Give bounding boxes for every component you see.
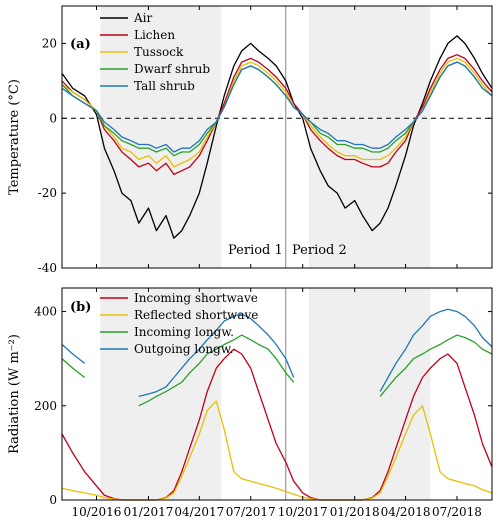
panel-tag-a: (a) — [70, 37, 91, 52]
x-tick-label: 01/2018 — [330, 505, 380, 519]
x-tick-label: 04/2018 — [381, 505, 431, 519]
panel-b: Incoming shortwave Reflected shortwave Inc… — [7, 6, 493, 519]
y-tick-label: -20 — [38, 186, 57, 200]
panel-a: Air Lichen Tussock Dwarf shrub Tall shrub -4… — [7, 5, 493, 275]
x-ticks-b: 10/2016 01/2017 04/2017 07/2017 10/2017 01/20… — [72, 6, 482, 519]
series-line-outgoing-longw — [61, 308, 493, 398]
x-tick-label: 01/2017 — [124, 505, 174, 519]
y-tick-label: 0 — [49, 111, 57, 125]
series-a — [61, 35, 493, 239]
y-tick-label: 400 — [34, 305, 57, 319]
x-tick-label: 10/2016 — [72, 505, 122, 519]
period-1-label: Period 1 — [228, 243, 283, 258]
legend-label-reflected-shortwave: Reflected shortwave — [134, 308, 258, 322]
series-line-air — [61, 35, 493, 239]
y-tick-label: 200 — [34, 399, 57, 413]
x-tick-label: 10/2017 — [278, 505, 328, 519]
y-ticks-b: 0 200 400 — [34, 305, 492, 507]
panel-tag-b: (b) — [70, 300, 91, 315]
series-line-incoming-longw — [61, 334, 493, 407]
legend-b: Incoming shortwave Reflected shortwave Inc… — [100, 291, 258, 356]
y-tick-label: 20 — [42, 36, 57, 50]
x-tick-label: 04/2017 — [174, 505, 224, 519]
period-2-label: Period 2 — [292, 243, 347, 258]
legend-label-lichen: Lichen — [134, 28, 175, 42]
y-axis-label-b: Radiation (W m⁻²) — [7, 334, 22, 454]
legend-label-air: Air — [133, 11, 153, 25]
series-line-lichen — [61, 54, 493, 176]
y-tick-label: 0 — [49, 493, 57, 507]
legend-a: Air Lichen Tussock Dwarf shrub Tall shrub — [100, 11, 210, 93]
shaded-periods-b — [100, 288, 431, 500]
legend-label-outgoing-longw: Outgoing longw. — [134, 342, 234, 356]
legend-label-dwarf-shrub: Dwarf shrub — [134, 62, 210, 76]
x-tick-label: 07/2018 — [432, 505, 482, 519]
legend-label-tussock: Tussock — [134, 45, 184, 59]
plot-frame-a — [61, 5, 493, 269]
series-line-tall-shrub — [61, 61, 493, 153]
legend-label-tall-shrub: Tall shrub — [134, 79, 195, 93]
y-tick-label: -40 — [38, 261, 57, 275]
shaded-period — [308, 288, 431, 500]
x-tick-label: 07/2017 — [226, 505, 276, 519]
legend-label-incoming-longw: Incoming longw. — [134, 325, 234, 339]
y-ticks-a: -40 -20 0 20 — [38, 36, 492, 275]
y-axis-label-a: Temperature (°C) — [7, 79, 22, 195]
legend-label-incoming-shortwave: Incoming shortwave — [134, 291, 258, 305]
plot-frame-b — [61, 287, 493, 501]
